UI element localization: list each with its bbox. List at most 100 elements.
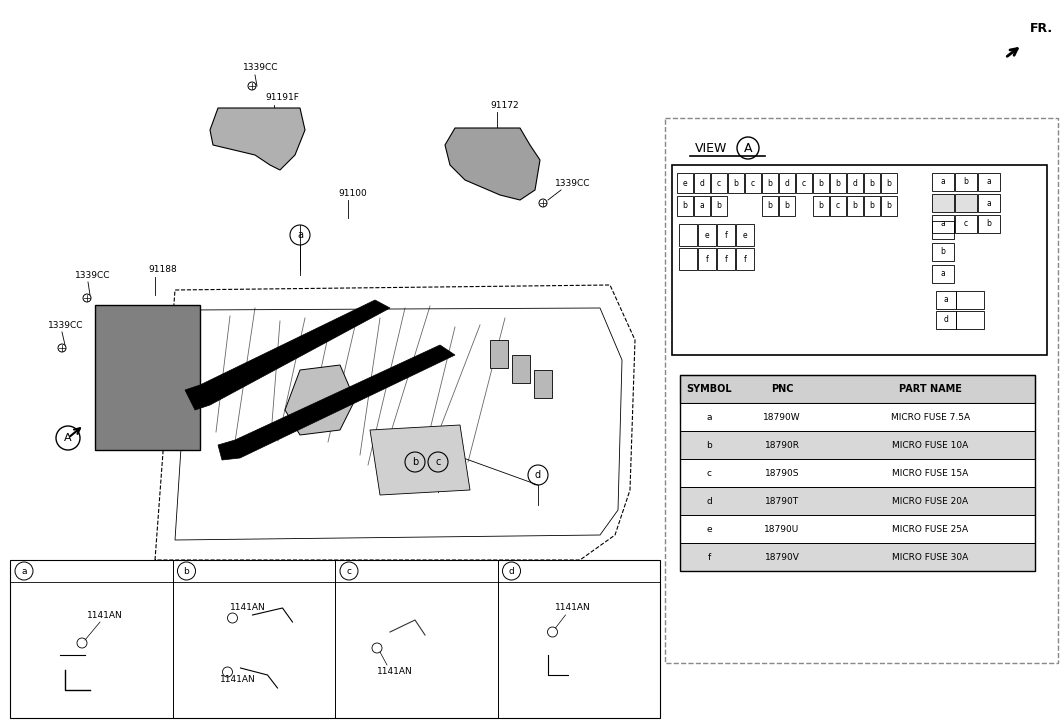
Text: e: e xyxy=(705,230,709,239)
Bar xyxy=(881,196,897,216)
Text: PART NAME: PART NAME xyxy=(899,384,962,394)
Text: 1141AN: 1141AN xyxy=(220,675,255,685)
Bar xyxy=(677,173,693,193)
Text: A: A xyxy=(744,142,753,155)
Text: MICRO FUSE 25A: MICRO FUSE 25A xyxy=(893,524,968,534)
Polygon shape xyxy=(445,128,540,200)
Bar xyxy=(680,375,1035,571)
Text: a: a xyxy=(986,177,992,187)
Bar xyxy=(937,311,956,329)
Bar xyxy=(680,459,1035,487)
Bar xyxy=(698,224,716,246)
Bar xyxy=(813,173,829,193)
Bar xyxy=(694,196,710,216)
Text: A: A xyxy=(64,433,72,443)
Text: d: d xyxy=(853,179,858,188)
Text: b: b xyxy=(887,201,892,211)
Text: 1339CC: 1339CC xyxy=(243,63,279,71)
Text: 18790T: 18790T xyxy=(765,497,799,505)
Bar xyxy=(711,173,727,193)
Bar xyxy=(672,165,1047,355)
Bar xyxy=(694,173,710,193)
Text: f: f xyxy=(725,230,727,239)
Bar xyxy=(847,173,863,193)
Text: c: c xyxy=(836,201,840,211)
Text: b: b xyxy=(836,179,841,188)
Bar xyxy=(779,196,795,216)
Circle shape xyxy=(58,344,66,352)
Bar xyxy=(955,173,977,191)
Text: a: a xyxy=(941,220,945,228)
Text: e: e xyxy=(706,524,712,534)
Bar xyxy=(881,173,897,193)
Bar xyxy=(490,340,508,368)
Text: d: d xyxy=(535,470,541,480)
Bar xyxy=(95,305,200,450)
Text: FR.: FR. xyxy=(1030,22,1053,35)
Text: f: f xyxy=(707,553,711,561)
Bar xyxy=(956,311,984,329)
Text: e: e xyxy=(682,179,688,188)
Polygon shape xyxy=(370,425,470,495)
Circle shape xyxy=(248,82,256,90)
Bar xyxy=(864,196,880,216)
Bar xyxy=(955,215,977,233)
Text: a: a xyxy=(986,198,992,207)
Bar xyxy=(679,248,697,270)
Text: a: a xyxy=(941,177,945,187)
Text: b: b xyxy=(682,201,688,211)
Bar xyxy=(161,305,183,317)
Text: MICRO FUSE 30A: MICRO FUSE 30A xyxy=(892,553,968,561)
Bar xyxy=(679,224,697,246)
Text: 1141AN: 1141AN xyxy=(555,603,590,613)
Bar xyxy=(932,243,954,261)
Text: 91191F: 91191F xyxy=(265,94,299,103)
Text: a: a xyxy=(297,230,303,240)
Text: b: b xyxy=(784,201,790,211)
Text: 18790S: 18790S xyxy=(764,468,799,478)
Bar xyxy=(105,305,126,317)
Bar xyxy=(830,196,846,216)
Bar xyxy=(680,375,1035,403)
Bar xyxy=(956,291,984,309)
Text: c: c xyxy=(750,179,755,188)
Text: b: b xyxy=(819,201,824,211)
Circle shape xyxy=(83,294,91,302)
Bar xyxy=(677,196,693,216)
Bar xyxy=(847,196,863,216)
Bar xyxy=(534,370,552,398)
Bar xyxy=(680,487,1035,515)
Bar xyxy=(762,196,778,216)
Text: b: b xyxy=(819,179,824,188)
Bar xyxy=(932,265,954,283)
Text: d: d xyxy=(784,179,790,188)
Bar xyxy=(932,221,954,239)
Text: a: a xyxy=(699,201,705,211)
Text: b: b xyxy=(733,179,739,188)
Bar xyxy=(932,215,954,233)
Text: 1141AN: 1141AN xyxy=(230,603,266,613)
Text: 18790V: 18790V xyxy=(764,553,799,561)
Text: b: b xyxy=(853,201,858,211)
Bar xyxy=(718,248,735,270)
Circle shape xyxy=(539,199,547,207)
Bar xyxy=(680,431,1035,459)
Bar xyxy=(796,173,812,193)
Polygon shape xyxy=(285,365,355,435)
Polygon shape xyxy=(210,108,305,170)
Text: 91172: 91172 xyxy=(490,100,519,110)
Text: b: b xyxy=(941,247,945,257)
Bar xyxy=(10,560,660,718)
Text: b: b xyxy=(706,441,712,449)
Bar xyxy=(512,355,530,383)
Text: MICRO FUSE 20A: MICRO FUSE 20A xyxy=(893,497,968,505)
Bar xyxy=(665,118,1058,663)
Bar xyxy=(736,248,754,270)
Text: a: a xyxy=(21,566,27,576)
Bar xyxy=(813,196,829,216)
Text: f: f xyxy=(744,254,746,263)
Text: c: c xyxy=(436,457,441,467)
Text: b: b xyxy=(887,179,892,188)
Text: MICRO FUSE 15A: MICRO FUSE 15A xyxy=(892,468,968,478)
Text: SYMBOL: SYMBOL xyxy=(687,384,731,394)
